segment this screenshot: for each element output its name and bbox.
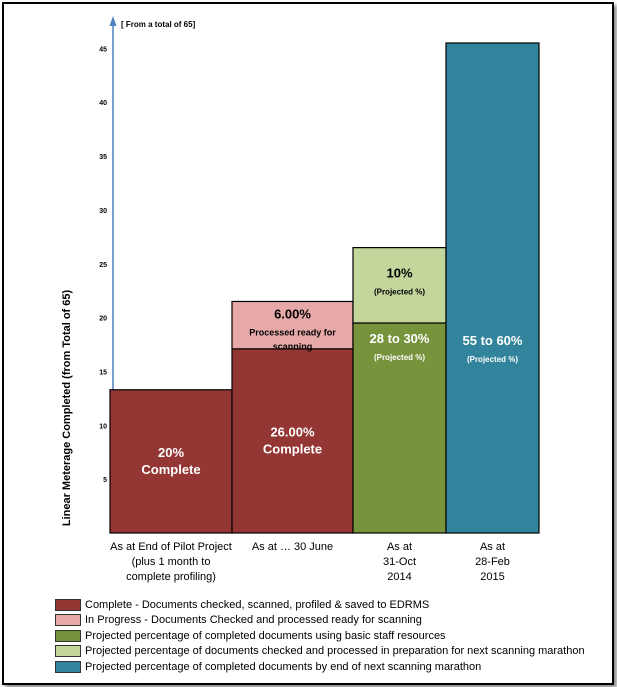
legend-label: Projected percentage of documents checke…: [85, 645, 585, 658]
legend-label: In Progress - Documents Checked and proc…: [85, 614, 422, 627]
legend-label: Projected percentage of completed docume…: [85, 629, 446, 642]
y-tick-label: 5: [103, 477, 107, 484]
bar-segment: [445, 42, 540, 534]
bar-data-label: 55 to 60%: [463, 333, 523, 348]
bar-data-label: 28 to 30%: [370, 331, 430, 346]
bar-data-label: 6.00%: [274, 306, 311, 321]
bar-data-label: 20%: [158, 445, 184, 460]
legend-swatch: [55, 598, 81, 611]
legend-swatch: [55, 614, 81, 627]
legend-swatch: [55, 629, 81, 642]
x-category-label: As at: [387, 541, 412, 553]
legend-item: Projected percentage of documents checke…: [55, 644, 585, 660]
x-category-label: As at End of Pilot Project: [110, 541, 232, 553]
y-tick-label: 45: [99, 46, 107, 53]
y-tick-label: 20: [99, 316, 107, 323]
y-axis-arrow-icon: [109, 16, 117, 26]
legend-item: Complete - Documents checked, scanned, p…: [55, 597, 585, 613]
y-axis-title: Linear Meterage Completed (from Total of…: [61, 289, 73, 526]
y-tick-label: 35: [99, 154, 107, 161]
bar-chart: 5 10 15 20 25 30 35 40 45 [ From a total of 65] Li…: [61, 16, 540, 583]
x-category-label: complete profiling): [126, 571, 216, 583]
bar-segment: [231, 348, 354, 534]
legend-label: Projected percentage of completed docume…: [85, 660, 482, 673]
y-tick-label: 30: [99, 208, 107, 215]
x-category-label: As at: [480, 541, 505, 553]
bar-data-label: (Projected %): [374, 353, 425, 362]
bar-segment: [352, 247, 447, 324]
bar-segment: [109, 389, 233, 534]
legend-swatch: [55, 660, 81, 673]
bar-data-label: Complete: [263, 441, 322, 456]
y-tick-label: 25: [99, 262, 107, 269]
chart-legend: Complete - Documents checked, scanned, p…: [55, 597, 585, 675]
bar-segment: [231, 300, 354, 350]
bar-data-label: Processed ready for: [249, 327, 336, 337]
axis-note: [ From a total of 65]: [121, 20, 196, 29]
legend-label: Complete - Documents checked, scanned, p…: [85, 598, 430, 611]
x-category-label: 28-Feb: [475, 556, 510, 568]
bar-data-label: Complete: [141, 462, 200, 477]
y-tick-label: 15: [99, 369, 107, 376]
y-tick-label: 10: [99, 423, 107, 430]
x-category-label: 2014: [387, 571, 411, 583]
legend-item: Projected percentage of completed docume…: [55, 628, 585, 644]
bar-data-label: scanning: [273, 341, 313, 351]
x-category-label: As at … 30 June: [252, 541, 333, 553]
bar-data-label: 10%: [386, 266, 412, 281]
x-category-label: 31-Oct: [383, 556, 416, 568]
legend-swatch: [55, 645, 81, 658]
x-category-label: (plus 1 month to: [132, 556, 211, 568]
legend-item: Projected percentage of completed docume…: [55, 659, 585, 675]
bar-data-label: (Projected %): [467, 355, 518, 364]
bar-data-label: 26.00%: [270, 424, 315, 439]
y-tick-label: 40: [99, 100, 107, 107]
x-category-label: 2015: [480, 571, 504, 583]
bar-data-label: (Projected %): [374, 288, 425, 297]
legend-item: In Progress - Documents Checked and proc…: [55, 613, 585, 629]
